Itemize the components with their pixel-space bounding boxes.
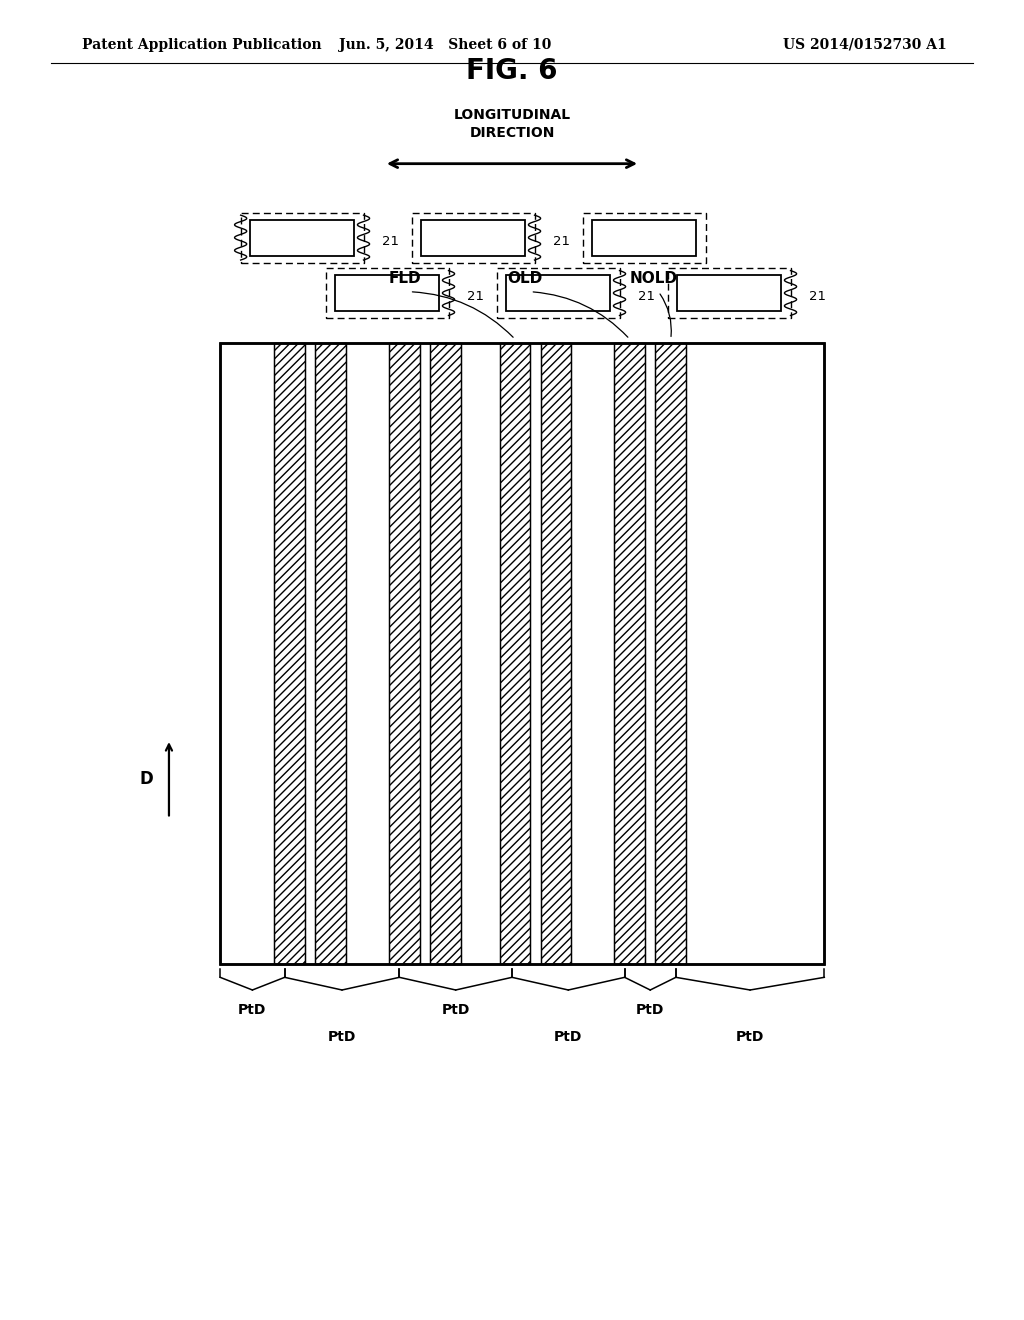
Bar bbox=[655, 343, 686, 964]
Bar bbox=[497, 268, 620, 318]
Text: Patent Application Publication: Patent Application Publication bbox=[82, 38, 322, 51]
Bar bbox=[335, 275, 439, 312]
Bar bbox=[241, 213, 364, 263]
Bar bbox=[506, 275, 610, 312]
Bar bbox=[500, 343, 530, 964]
Bar bbox=[274, 343, 305, 964]
Text: US 2014/0152730 A1: US 2014/0152730 A1 bbox=[783, 38, 947, 51]
Bar bbox=[541, 343, 571, 964]
Bar bbox=[592, 219, 696, 256]
Bar bbox=[220, 343, 824, 964]
Text: 21: 21 bbox=[467, 290, 484, 304]
Bar bbox=[250, 219, 354, 256]
Bar bbox=[614, 343, 645, 964]
Text: PtD: PtD bbox=[328, 1030, 356, 1044]
Bar bbox=[500, 343, 530, 964]
Text: Jun. 5, 2014   Sheet 6 of 10: Jun. 5, 2014 Sheet 6 of 10 bbox=[339, 38, 552, 51]
Text: PtD: PtD bbox=[736, 1030, 764, 1044]
Text: PtD: PtD bbox=[441, 1003, 470, 1018]
Bar bbox=[655, 343, 686, 964]
Bar bbox=[421, 219, 525, 256]
Text: PtD: PtD bbox=[636, 1003, 665, 1018]
Text: FLD: FLD bbox=[388, 272, 421, 286]
Bar bbox=[389, 343, 420, 964]
Text: OLD: OLD bbox=[508, 272, 543, 286]
Bar bbox=[315, 343, 346, 964]
Text: LONGITUDINAL
DIRECTION: LONGITUDINAL DIRECTION bbox=[454, 108, 570, 140]
Text: NOLD: NOLD bbox=[630, 272, 677, 286]
Bar bbox=[583, 213, 706, 263]
Text: D: D bbox=[139, 770, 154, 788]
Text: 21: 21 bbox=[553, 235, 570, 248]
Bar bbox=[326, 268, 449, 318]
Text: 21: 21 bbox=[809, 290, 826, 304]
Bar bbox=[412, 213, 535, 263]
Bar bbox=[677, 275, 781, 312]
Text: 21: 21 bbox=[382, 235, 399, 248]
Text: PtD: PtD bbox=[239, 1003, 266, 1018]
Bar bbox=[220, 343, 824, 964]
Bar bbox=[614, 343, 645, 964]
Bar bbox=[541, 343, 571, 964]
Text: PtD: PtD bbox=[554, 1030, 583, 1044]
Text: FIG. 6: FIG. 6 bbox=[466, 57, 558, 86]
Bar bbox=[389, 343, 420, 964]
Bar bbox=[430, 343, 461, 964]
Bar bbox=[274, 343, 305, 964]
Bar bbox=[668, 268, 791, 318]
Bar bbox=[430, 343, 461, 964]
Bar bbox=[315, 343, 346, 964]
Text: 21: 21 bbox=[638, 290, 655, 304]
